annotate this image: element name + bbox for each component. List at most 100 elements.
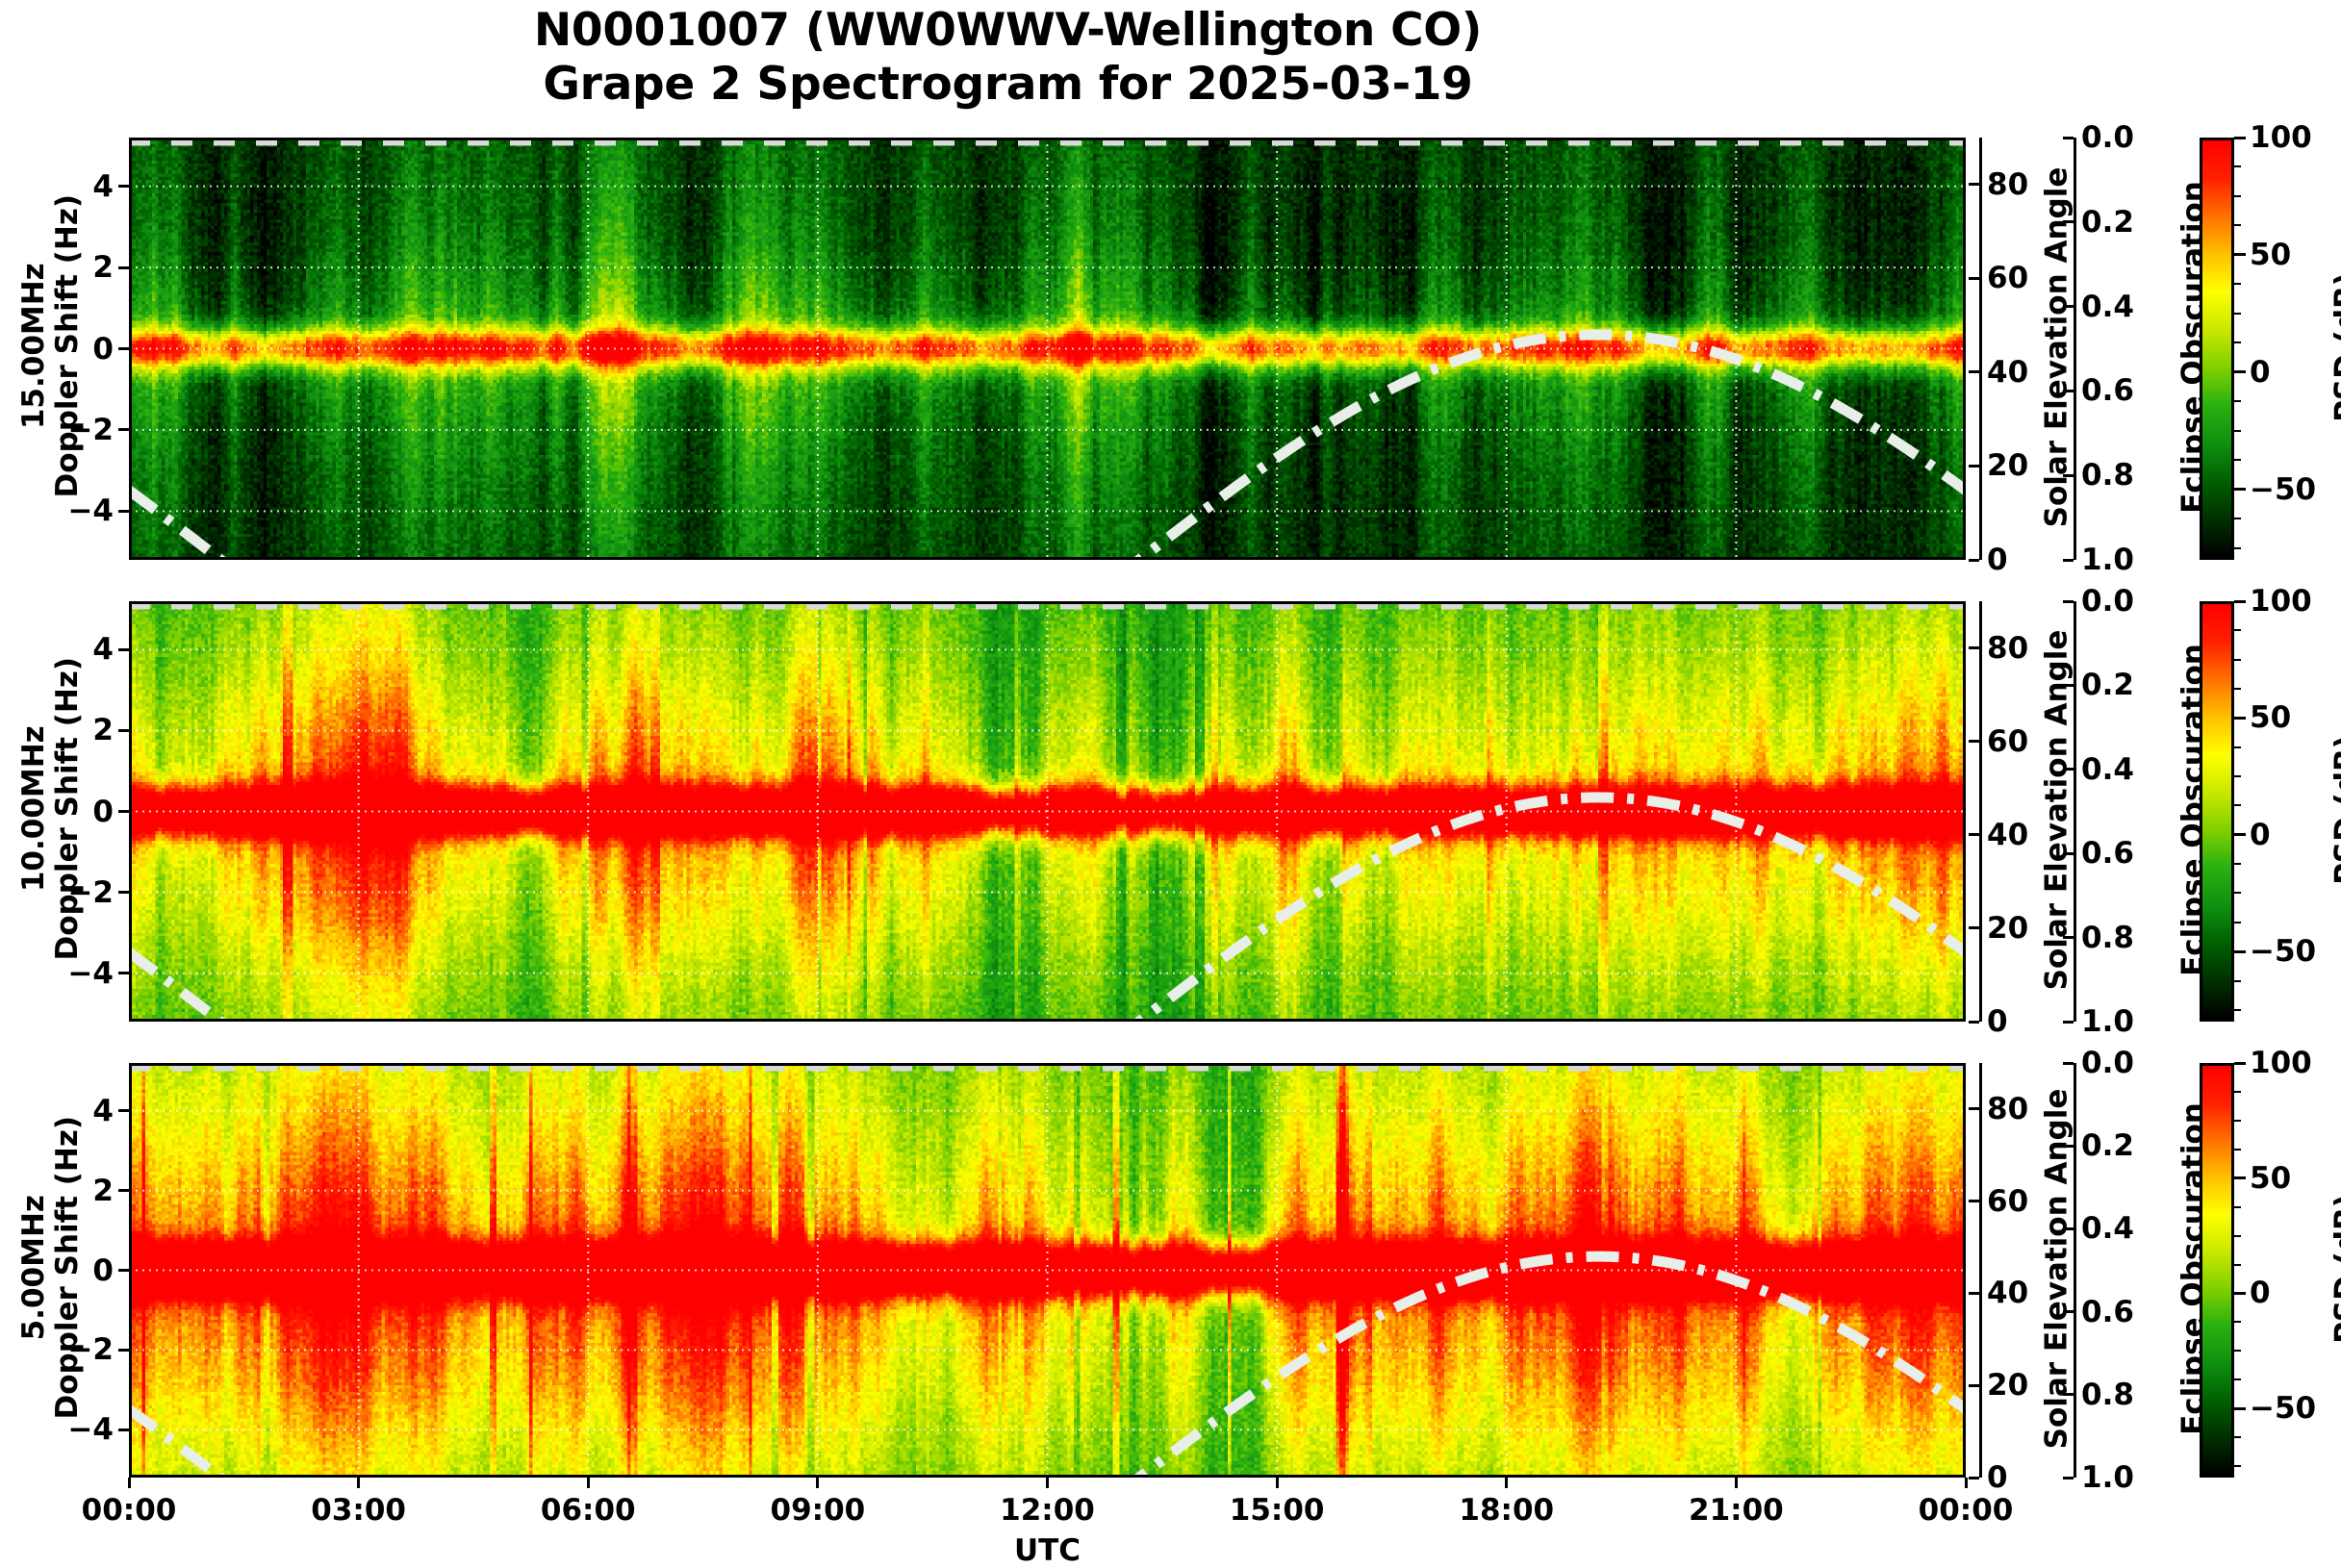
y-tick-mark (118, 509, 129, 513)
colorbar-minor-tick (2234, 546, 2241, 549)
colorbar-minor-tick (2234, 341, 2241, 344)
eclipse-tick-label: 0.6 (2081, 1294, 2134, 1329)
colorbar-minor-tick (2234, 921, 2241, 923)
y-tick-mark (118, 891, 129, 895)
y-tick-label: −4 (67, 493, 114, 529)
x-tick-label: 00:00 (1918, 1493, 2014, 1528)
solar-elevation-tick-mark (1969, 1020, 1979, 1024)
eclipse-tick-mark (2063, 305, 2074, 309)
colorbar-tick-label: 0 (2250, 354, 2271, 390)
colorbar-tick-label: 100 (2250, 1046, 2312, 1080)
colorbar-minor-tick (2234, 518, 2241, 520)
y-axis-frequency-label: 10.00MHz (15, 724, 51, 892)
eclipse-tick-mark (2063, 473, 2074, 477)
colorbar-minor-tick (2234, 775, 2241, 778)
eclipse-tick-label: 0.2 (2081, 204, 2134, 240)
eclipse-tick-label: 1.0 (2081, 1460, 2134, 1495)
y-tick-label: −2 (67, 412, 114, 447)
y-axis-title: 15.00MHz Doppler Shift (Hz) (15, 135, 84, 557)
y-axis-quantity-label: Doppler Shift (Hz) (49, 656, 84, 961)
eclipse-tick-label: 0.0 (2081, 584, 2134, 619)
eclipse-tick-mark (2063, 1061, 2074, 1065)
colorbar-tick-mark (2234, 1406, 2246, 1410)
eclipse-tick-mark (2063, 1227, 2074, 1230)
colorbar-minor-tick (2234, 892, 2241, 895)
colorbar-minor-tick (2234, 1465, 2241, 1468)
solar-elevation-tick-label: 60 (1987, 261, 2029, 296)
y-tick-label: −4 (67, 1412, 114, 1448)
y-tick-label: 4 (92, 168, 114, 204)
colorbar-tick-label: −50 (2250, 471, 2317, 507)
colorbar-minor-tick (2234, 1378, 2241, 1381)
colorbar-minor-tick (2234, 224, 2241, 227)
y-axis-quantity-label: Doppler Shift (Hz) (49, 193, 84, 498)
x-tick-mark (816, 1478, 820, 1488)
eclipse-tick-label: 0.4 (2081, 751, 2134, 787)
y-tick-label: 0 (92, 794, 114, 829)
colorbar-tick-label: −50 (2250, 1391, 2317, 1427)
x-tick-mark (1734, 1478, 1738, 1488)
eclipse-tick-mark (2063, 220, 2074, 224)
colorbar-minor-tick (2234, 1090, 2241, 1093)
colorbar-minor-tick (2234, 979, 2241, 982)
colorbar-minor-tick (2234, 1008, 2241, 1011)
colorbar-tick-label: 100 (2250, 584, 2312, 619)
colorbar-tick-mark (2234, 253, 2246, 257)
solar-elevation-tick-label: 60 (1987, 1183, 2029, 1219)
y-axis-title: 10.00MHz Doppler Shift (Hz) (15, 598, 84, 1019)
eclipse-obscuration-axis-spine (2074, 601, 2076, 1022)
solar-elevation-tick-label: 20 (1987, 910, 2029, 946)
solar-elevation-tick-label: 0 (1987, 1460, 2008, 1495)
solar-elevation-tick-label: 60 (1987, 723, 2029, 759)
y-tick-mark (118, 1189, 129, 1193)
solar-elevation-tick-mark (1969, 464, 1979, 468)
colorbar-tick-label: −50 (2250, 934, 2317, 970)
spectrogram-image (129, 1063, 1966, 1478)
eclipse-tick-mark (2063, 768, 2074, 771)
solar-elevation-tick-label: 0 (1987, 1004, 2008, 1039)
y-tick-label: 0 (92, 331, 114, 367)
x-axis-title: UTC (1013, 1533, 1081, 1568)
x-tick-label: 21:00 (1689, 1493, 1784, 1528)
eclipse-tick-label: 0.8 (2081, 458, 2134, 493)
colorbar (2200, 138, 2234, 560)
colorbar-tick-mark (2234, 136, 2246, 139)
x-tick-mark (1505, 1478, 1509, 1488)
solar-elevation-axis-title: Solar Elevation Angle (2039, 629, 2074, 990)
colorbar-tick-mark (2234, 370, 2246, 374)
y-axis-frequency-label: 15.00MHz (15, 262, 51, 429)
x-tick-label: 00:00 (81, 1493, 177, 1528)
colorbar-minor-tick (2234, 194, 2241, 197)
solar-elevation-axis-spine (1979, 138, 1982, 560)
eclipse-tick-label: 0.4 (2081, 1211, 2134, 1247)
eclipse-obscuration-axis-spine (2074, 1063, 2076, 1478)
colorbar-minor-tick (2234, 459, 2241, 462)
solar-elevation-tick-mark (1969, 1291, 1979, 1295)
y-tick-label: 2 (92, 1173, 114, 1208)
solar-elevation-tick-mark (1969, 276, 1979, 280)
y-axis-frequency-label: 5.00MHz (15, 1194, 51, 1340)
eclipse-tick-mark (2063, 1020, 2074, 1024)
y-tick-label: 2 (92, 250, 114, 286)
x-tick-label: 18:00 (1459, 1493, 1555, 1528)
y-tick-label: −2 (67, 874, 114, 910)
colorbar-tick-label: 50 (2250, 237, 2292, 272)
eclipse-tick-mark (2063, 389, 2074, 392)
eclipse-tick-label: 0.2 (2081, 668, 2134, 703)
solar-elevation-tick-label: 80 (1987, 166, 2029, 202)
colorbar-minor-tick (2234, 1205, 2241, 1208)
solar-elevation-tick-mark (1969, 1200, 1979, 1203)
y-tick-label: −2 (67, 1332, 114, 1368)
x-tick-mark (1964, 1478, 1968, 1488)
eclipse-obscuration-axis-spine (2074, 138, 2076, 560)
y-tick-mark (118, 810, 129, 813)
solar-elevation-tick-mark (1969, 558, 1979, 562)
colorbar-gradient (2202, 604, 2231, 1019)
title-line-2: Grape 2 Spectrogram for 2025-03-19 (543, 58, 1473, 112)
eclipse-tick-label: 0.6 (2081, 373, 2134, 409)
colorbar-tick-mark (2234, 599, 2246, 603)
solar-elevation-axis-spine (1979, 601, 1982, 1022)
colorbar-tick-mark (2234, 949, 2246, 953)
colorbar-minor-tick (2234, 688, 2241, 691)
